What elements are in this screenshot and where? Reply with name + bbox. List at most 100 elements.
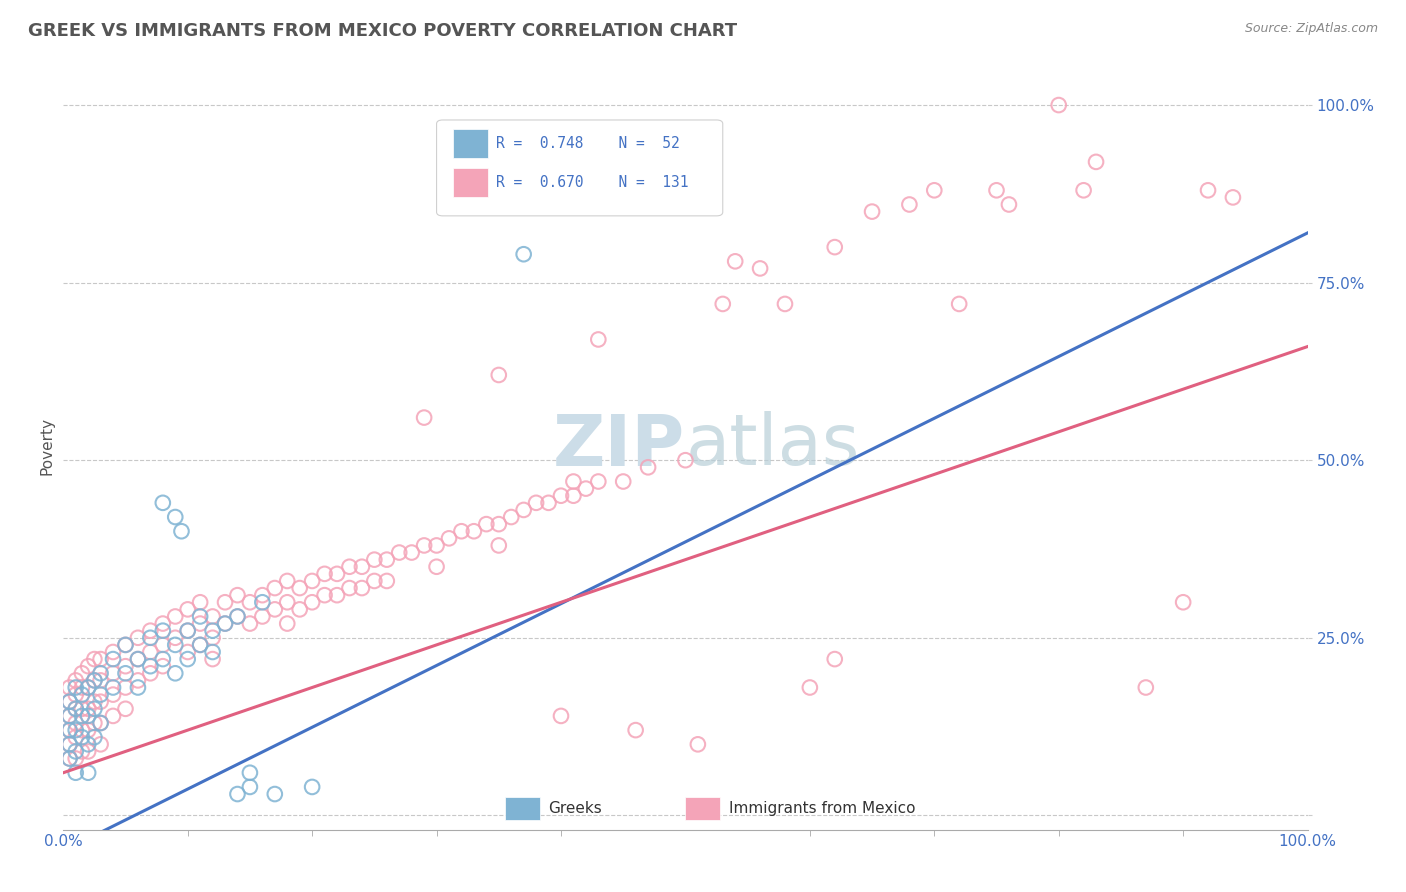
Point: [711, 297, 734, 311]
Point: [127, 673, 149, 688]
Point: [77, 681, 100, 695]
Point: [58, 695, 80, 709]
Point: [177, 624, 200, 638]
Point: [65, 681, 87, 695]
Point: [637, 460, 659, 475]
Text: R =  0.670    N =  131: R = 0.670 N = 131: [496, 175, 689, 190]
Point: [624, 723, 647, 738]
Point: [450, 524, 472, 539]
Point: [350, 581, 373, 595]
Point: [77, 737, 100, 751]
Point: [263, 581, 285, 595]
Point: [824, 240, 846, 254]
Point: [70, 681, 93, 695]
Point: [58, 695, 80, 709]
Point: [339, 559, 361, 574]
Point: [401, 545, 423, 559]
Point: [375, 552, 398, 566]
Point: [749, 261, 772, 276]
Point: [463, 524, 485, 539]
Point: [65, 702, 87, 716]
Point: [575, 482, 598, 496]
Point: [65, 751, 87, 765]
Point: [898, 197, 921, 211]
Text: GREEK VS IMMIGRANTS FROM MEXICO POVERTY CORRELATION CHART: GREEK VS IMMIGRANTS FROM MEXICO POVERTY …: [28, 22, 737, 40]
Point: [90, 716, 112, 731]
Point: [188, 609, 211, 624]
Point: [139, 631, 162, 645]
Point: [101, 652, 124, 666]
Point: [276, 616, 298, 631]
Point: [65, 688, 87, 702]
Point: [773, 297, 796, 311]
Point: [177, 645, 200, 659]
Point: [127, 631, 149, 645]
Point: [114, 659, 136, 673]
Point: [675, 453, 697, 467]
Point: [363, 552, 385, 566]
Point: [127, 652, 149, 666]
Point: [226, 588, 249, 602]
Point: [375, 574, 398, 588]
Point: [214, 616, 236, 631]
Point: [301, 595, 323, 609]
Point: [83, 673, 105, 688]
Point: [314, 588, 336, 602]
Point: [77, 709, 100, 723]
Point: [214, 616, 236, 631]
Point: [152, 652, 174, 666]
Point: [214, 595, 236, 609]
Point: [83, 716, 105, 731]
Point: [276, 574, 298, 588]
Point: [301, 780, 323, 794]
Point: [226, 609, 249, 624]
Point: [90, 666, 112, 681]
Point: [58, 751, 80, 765]
Point: [58, 709, 80, 723]
Point: [58, 737, 80, 751]
Point: [201, 645, 224, 659]
Point: [1135, 681, 1157, 695]
FancyBboxPatch shape: [437, 120, 723, 216]
Point: [139, 659, 162, 673]
Point: [114, 681, 136, 695]
Point: [114, 638, 136, 652]
Point: [252, 595, 274, 609]
Point: [948, 297, 970, 311]
Point: [70, 730, 93, 744]
Point: [276, 595, 298, 609]
Point: [363, 574, 385, 588]
Point: [77, 659, 100, 673]
Text: atlas: atlas: [686, 411, 860, 481]
Text: R =  0.748    N =  52: R = 0.748 N = 52: [496, 136, 681, 152]
Point: [550, 709, 572, 723]
Point: [562, 489, 585, 503]
Point: [58, 723, 80, 738]
Point: [77, 765, 100, 780]
Point: [77, 723, 100, 738]
Point: [58, 751, 80, 765]
Point: [188, 595, 211, 609]
Point: [70, 709, 93, 723]
Point: [90, 652, 112, 666]
Point: [226, 787, 249, 801]
Point: [83, 652, 105, 666]
Point: [252, 588, 274, 602]
Point: [114, 638, 136, 652]
Point: [314, 566, 336, 581]
Point: [562, 475, 585, 489]
FancyBboxPatch shape: [686, 797, 720, 821]
Point: [201, 609, 224, 624]
Point: [537, 496, 560, 510]
Point: [588, 475, 610, 489]
Point: [177, 624, 200, 638]
FancyBboxPatch shape: [505, 797, 540, 821]
Point: [127, 681, 149, 695]
Point: [165, 666, 187, 681]
Point: [177, 602, 200, 616]
Point: [90, 716, 112, 731]
Point: [177, 652, 200, 666]
Point: [83, 730, 105, 744]
Point: [612, 475, 634, 489]
Point: [252, 609, 274, 624]
